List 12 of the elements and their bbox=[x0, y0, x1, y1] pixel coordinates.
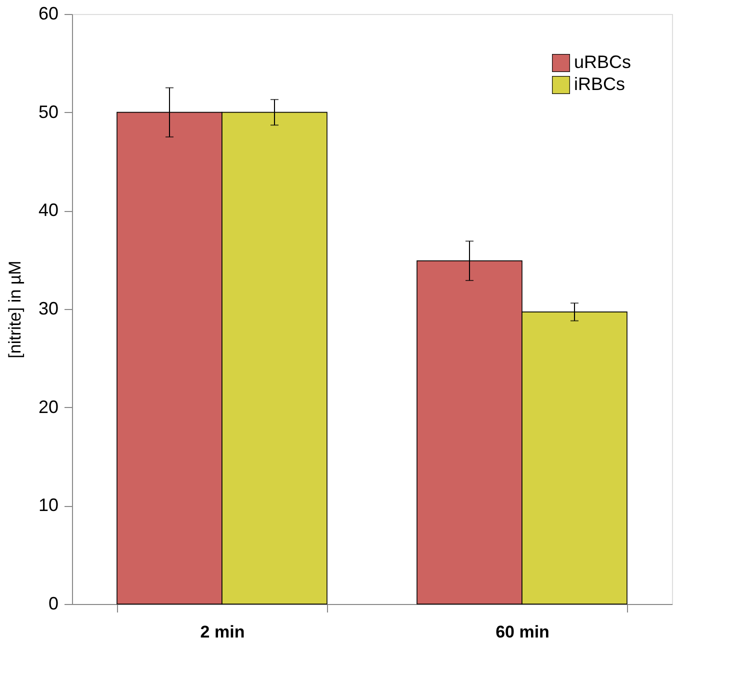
x-tick-label: 2 min bbox=[200, 622, 245, 642]
y-tick-label: 20 bbox=[38, 396, 58, 417]
y-tick-label: 50 bbox=[38, 102, 58, 122]
legend-label: uRBCs bbox=[574, 52, 632, 72]
y-axis-title: [nitrite] in µM bbox=[5, 260, 24, 358]
y-tick-label: 10 bbox=[38, 495, 58, 516]
y-tick-label: 0 bbox=[48, 594, 58, 614]
y-tick-label: 30 bbox=[38, 298, 58, 318]
x-tick-label: 60 min bbox=[496, 622, 550, 642]
y-tick-label: 40 bbox=[38, 200, 58, 220]
legend-label: iRBCs bbox=[574, 74, 626, 94]
y-tick-label: 60 bbox=[38, 4, 58, 24]
